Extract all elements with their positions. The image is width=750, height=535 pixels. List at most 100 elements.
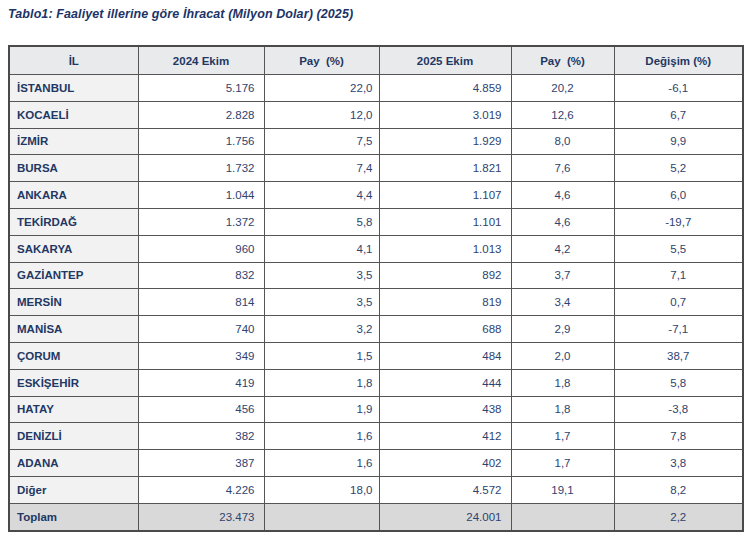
header-row: İL 2024 Ekim Pay (%) 2025 Ekim Pay (%) D…: [9, 46, 743, 75]
share-2024-cell: 4,4: [264, 182, 379, 209]
value-2024-cell: 832: [138, 262, 264, 289]
value-2025-cell: 402: [379, 450, 511, 477]
share-2024-cell: [264, 503, 379, 530]
share-2024-cell: 1,9: [264, 396, 379, 423]
change-cell: 9,9: [614, 128, 743, 155]
province-cell: ÇORUM: [9, 342, 138, 369]
table-row: ESKİŞEHİR4191,84441,85,8: [9, 369, 743, 396]
value-2025-cell: 892: [379, 262, 511, 289]
table-row: İSTANBUL5.17622,04.85920,2-6,1: [9, 75, 743, 102]
change-cell: 3,8: [614, 450, 743, 477]
change-cell: -3,8: [614, 396, 743, 423]
change-cell: 5,8: [614, 369, 743, 396]
table-row: TEKİRDAĞ1.3725,81.1014,6-19,7: [9, 208, 743, 235]
table-row: DENİZLİ3821,64121,77,8: [9, 423, 743, 450]
share-2025-cell: 8,0: [511, 128, 614, 155]
value-2025-cell: 1.929: [379, 128, 511, 155]
value-2025-cell: 819: [379, 289, 511, 316]
share-2024-cell: 1,6: [264, 450, 379, 477]
value-2024-cell: 1.732: [138, 155, 264, 182]
share-2025-cell: [511, 503, 614, 530]
table-row: KOCAELİ2.82812,03.01912,66,7: [9, 101, 743, 128]
change-cell: 6,7: [614, 101, 743, 128]
change-cell: 6,0: [614, 182, 743, 209]
province-cell: MERSİN: [9, 289, 138, 316]
share-2024-cell: 1,5: [264, 342, 379, 369]
value-2024-cell: 1.756: [138, 128, 264, 155]
value-2024-cell: 349: [138, 342, 264, 369]
change-cell: 5,5: [614, 235, 743, 262]
share-2024-cell: 3,5: [264, 262, 379, 289]
value-2025-cell: 3.019: [379, 101, 511, 128]
change-cell: -7,1: [614, 316, 743, 343]
change-cell: 8,2: [614, 476, 743, 503]
table-row: ANKARA1.0444,41.1074,66,0: [9, 182, 743, 209]
share-2025-cell: 4,2: [511, 235, 614, 262]
share-2024-cell: 12,0: [264, 101, 379, 128]
col-header-pay-2024: Pay (%): [264, 46, 379, 75]
value-2025-cell: 444: [379, 369, 511, 396]
total-row: Toplam23.47324.0012,2: [9, 503, 743, 530]
value-2025-cell: 438: [379, 396, 511, 423]
value-2024-cell: 814: [138, 289, 264, 316]
share-2025-cell: 2,0: [511, 342, 614, 369]
share-2025-cell: 20,2: [511, 75, 614, 102]
share-2024-cell: 7,5: [264, 128, 379, 155]
value-2025-cell: 4.859: [379, 75, 511, 102]
share-2024-cell: 1,8: [264, 369, 379, 396]
table-row: Diğer4.22618,04.57219,18,2: [9, 476, 743, 503]
province-cell: Toplam: [9, 503, 138, 530]
share-2025-cell: 3,4: [511, 289, 614, 316]
share-2025-cell: 19,1: [511, 476, 614, 503]
change-cell: 5,2: [614, 155, 743, 182]
table-row: ÇORUM3491,54842,038,7: [9, 342, 743, 369]
province-cell: DENİZLİ: [9, 423, 138, 450]
value-2025-cell: 1.101: [379, 208, 511, 235]
change-cell: 7,8: [614, 423, 743, 450]
value-2025-cell: 4.572: [379, 476, 511, 503]
table-body: İSTANBUL5.17622,04.85920,2-6,1KOCAELİ2.8…: [9, 75, 743, 531]
change-cell: 7,1: [614, 262, 743, 289]
province-cell: GAZİANTEP: [9, 262, 138, 289]
change-cell: 0,7: [614, 289, 743, 316]
col-header-degisim: Değişim (%): [614, 46, 743, 75]
report-page: Tablo1: Faaliyet illerine göre İhracat (…: [0, 0, 750, 535]
value-2025-cell: 24.001: [379, 503, 511, 530]
value-2024-cell: 960: [138, 235, 264, 262]
col-header-pay-2025: Pay (%): [511, 46, 614, 75]
value-2024-cell: 23.473: [138, 503, 264, 530]
share-2024-cell: 3,2: [264, 316, 379, 343]
province-cell: TEKİRDAĞ: [9, 208, 138, 235]
table-row: BURSA1.7327,41.8217,65,2: [9, 155, 743, 182]
table-row: GAZİANTEP8323,58923,77,1: [9, 262, 743, 289]
province-cell: BURSA: [9, 155, 138, 182]
share-2025-cell: 1,7: [511, 423, 614, 450]
change-cell: 38,7: [614, 342, 743, 369]
value-2024-cell: 1.044: [138, 182, 264, 209]
table-row: MERSİN8143,58193,40,7: [9, 289, 743, 316]
province-cell: ESKİŞEHİR: [9, 369, 138, 396]
province-cell: ADANA: [9, 450, 138, 477]
province-cell: Diğer: [9, 476, 138, 503]
export-by-province-table: İL 2024 Ekim Pay (%) 2025 Ekim Pay (%) D…: [8, 45, 744, 532]
province-cell: İSTANBUL: [9, 75, 138, 102]
share-2025-cell: 1,8: [511, 396, 614, 423]
share-2024-cell: 4,1: [264, 235, 379, 262]
table-row: MANİSA7403,26882,9-7,1: [9, 316, 743, 343]
province-cell: HATAY: [9, 396, 138, 423]
value-2024-cell: 740: [138, 316, 264, 343]
value-2024-cell: 5.176: [138, 75, 264, 102]
province-cell: SAKARYA: [9, 235, 138, 262]
province-cell: İZMİR: [9, 128, 138, 155]
value-2024-cell: 4.226: [138, 476, 264, 503]
value-2025-cell: 412: [379, 423, 511, 450]
value-2025-cell: 484: [379, 342, 511, 369]
share-2024-cell: 18,0: [264, 476, 379, 503]
value-2024-cell: 419: [138, 369, 264, 396]
province-cell: MANİSA: [9, 316, 138, 343]
share-2024-cell: 5,8: [264, 208, 379, 235]
change-cell: -19,7: [614, 208, 743, 235]
share-2024-cell: 3,5: [264, 289, 379, 316]
share-2025-cell: 12,6: [511, 101, 614, 128]
share-2025-cell: 1,8: [511, 369, 614, 396]
